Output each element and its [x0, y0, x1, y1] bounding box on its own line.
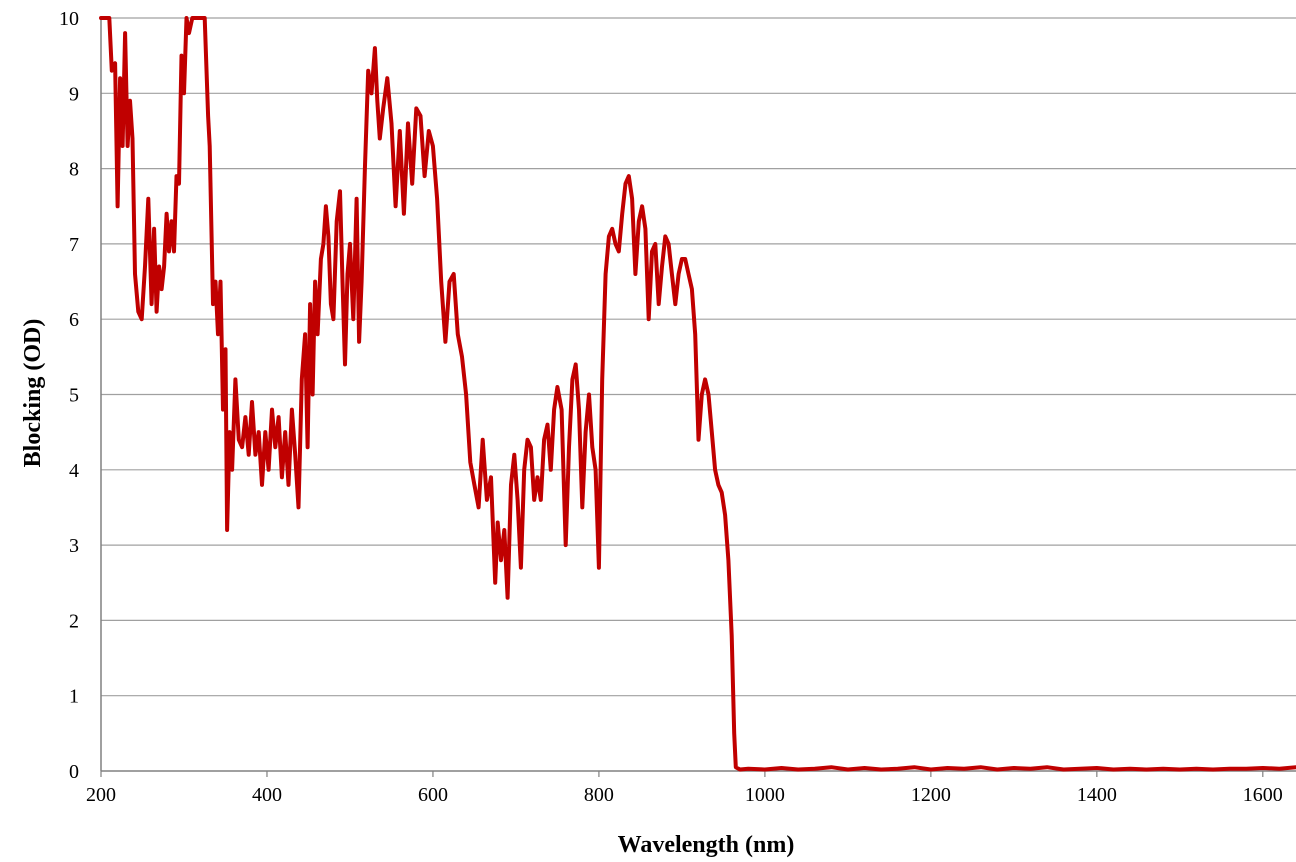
y-tick-label: 1 [69, 686, 79, 708]
x-tick-label: 600 [418, 784, 448, 806]
x-tick-label: 1200 [911, 784, 951, 806]
x-tick-label: 200 [86, 784, 116, 806]
y-axis-tick-labels: 0 1 2 3 4 5 6 7 8 9 10 [59, 8, 79, 783]
x-tick-label: 1400 [1077, 784, 1117, 806]
y-tick-label: 10 [59, 8, 79, 30]
y-tick-label: 3 [69, 535, 79, 557]
y-tick-label: 7 [69, 234, 79, 256]
y-tick-label: 0 [69, 761, 79, 783]
x-tick-label: 400 [252, 784, 282, 806]
x-axis-title: Wavelength (nm) [618, 832, 795, 858]
y-tick-label: 2 [69, 610, 79, 632]
y-tick-label: 8 [69, 159, 79, 181]
y-axis-title: Blocking (OD) [20, 319, 46, 468]
x-tick-label: 1000 [745, 784, 785, 806]
x-tick-label: 800 [584, 784, 614, 806]
x-tick-label: 1600 [1243, 784, 1283, 806]
y-tick-label: 9 [69, 83, 79, 105]
horizontal-gridlines [101, 17, 1296, 697]
y-tick-label: 4 [69, 460, 79, 482]
y-tick-label: 6 [69, 309, 79, 331]
y-tick-label: 5 [69, 385, 79, 407]
x-axis-tick-labels: 200 400 600 800 1000 1200 1400 1600 [86, 771, 1283, 806]
blocking-series-line [99, 16, 1296, 772]
